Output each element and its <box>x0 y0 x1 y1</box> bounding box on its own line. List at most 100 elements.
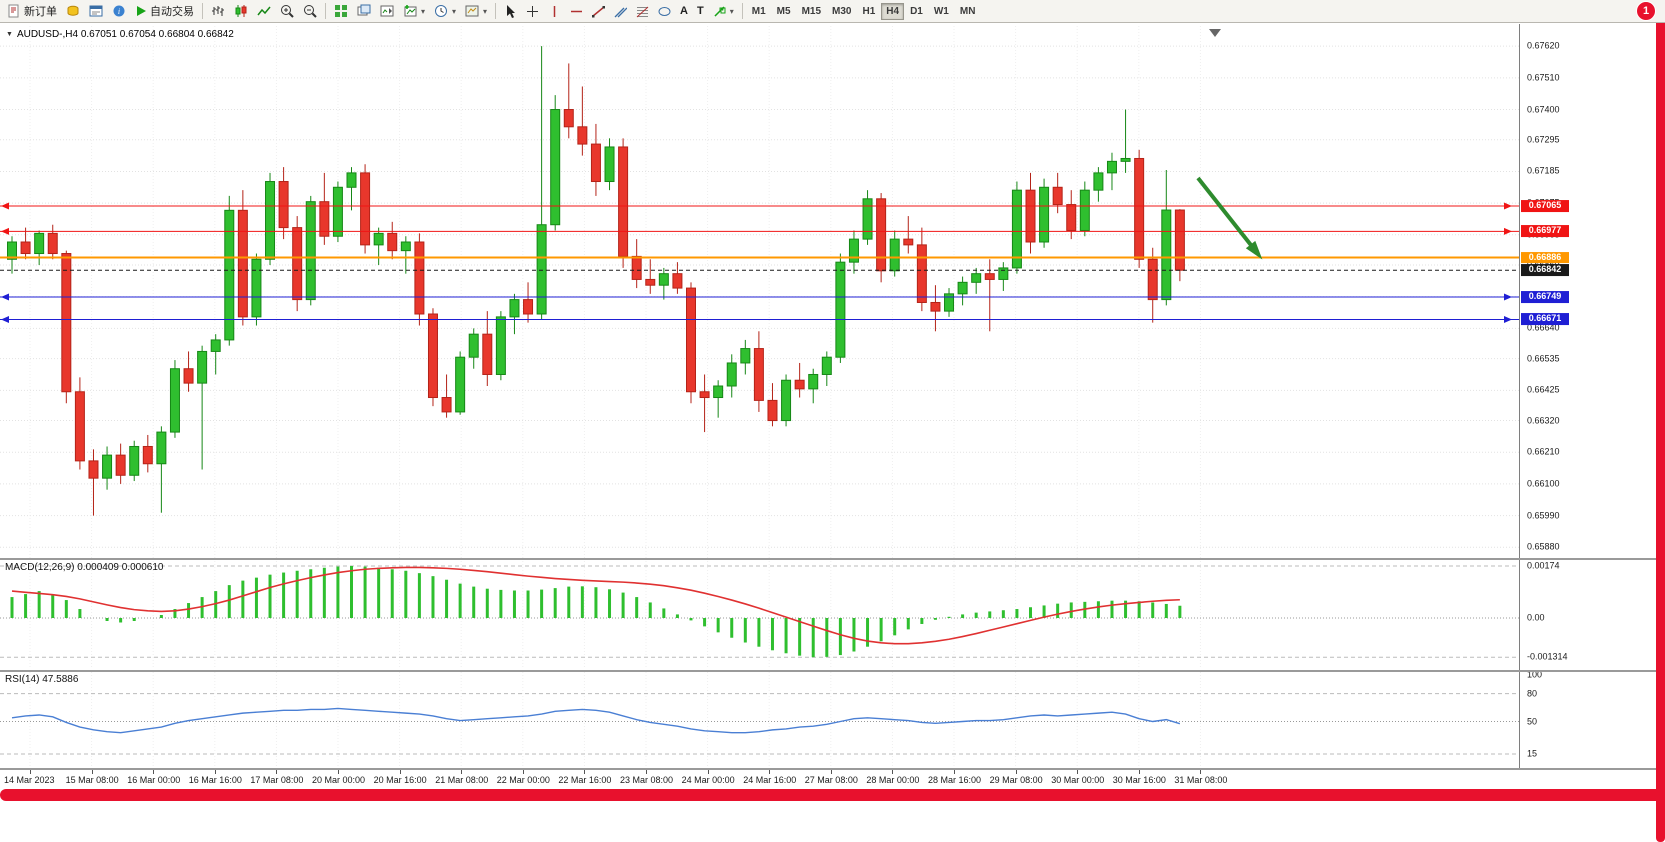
bar-chart-button[interactable] <box>207 1 229 22</box>
crosshair-tool-button[interactable] <box>522 1 543 22</box>
shapes-tool-button[interactable] <box>654 1 675 22</box>
zoom-in-button[interactable] <box>276 1 298 22</box>
price-axis-label: 0.67510 <box>1527 72 1560 83</box>
chart-title: ▼ AUDUSD-,H4 0.67051 0.67054 0.66804 0.6… <box>6 29 234 40</box>
price-axis-label: 0.67185 <box>1527 165 1560 176</box>
line-chart-button[interactable] <box>253 1 275 22</box>
navigator-button[interactable]: i <box>108 1 130 22</box>
main-chart-plot[interactable] <box>0 26 1519 558</box>
price-axis-label: 0.67400 <box>1527 104 1560 115</box>
time-axis-tick <box>892 770 894 774</box>
toolbar-separator <box>741 3 743 19</box>
price-axis[interactable]: 0.67620 0.67510 0.67400 0.67295 0.67185 0.670… <box>1519 24 1657 770</box>
arrow-object-icon <box>714 5 726 17</box>
vertical-line-icon <box>553 5 556 17</box>
toolbar-separator <box>202 3 203 19</box>
time-axis-tick <box>1138 770 1140 774</box>
time-axis-tick <box>153 770 155 774</box>
vertical-line-tool-button[interactable] <box>544 1 565 22</box>
zoom-out-button[interactable] <box>299 1 321 22</box>
price-axis-label: 0.67295 <box>1527 134 1560 145</box>
candlestick-chart-icon <box>235 5 247 17</box>
cursor-tool-button[interactable] <box>500 1 521 22</box>
time-axis-label: 28 Mar 16:00 <box>928 775 982 785</box>
time-axis-label: 24 Mar 00:00 <box>681 775 735 785</box>
autotrading-button[interactable]: 自动交易 <box>131 1 198 22</box>
macd-histogram <box>10 565 1182 658</box>
timeframe-button-m15[interactable]: M15 <box>801 5 822 17</box>
timeframe-button-h4[interactable]: H4 <box>881 2 905 20</box>
time-axis-tick <box>707 770 709 774</box>
text-label-tool-button[interactable]: T <box>693 1 708 22</box>
auto-arrange-icon <box>357 4 371 16</box>
panel-splitter[interactable] <box>0 670 1656 672</box>
new-chart-button[interactable]: ▾ <box>399 1 429 22</box>
candlestick-chart-button[interactable] <box>230 1 252 22</box>
time-axis-label: 29 Mar 08:00 <box>989 775 1043 785</box>
time-axis-tick <box>1015 770 1017 774</box>
zoom-out-icon <box>304 5 317 18</box>
macd-plot[interactable] <box>0 561 1519 669</box>
trendline-tool-button[interactable] <box>588 1 609 22</box>
horizontal-line-tool-button[interactable] <box>566 1 587 22</box>
channel-tool-button[interactable] <box>610 1 631 22</box>
main-toolbar: 新订单 i 自动交易 <box>0 0 1665 23</box>
price-level-box: 0.66671 <box>1521 313 1569 326</box>
time-axis-tick <box>276 770 278 774</box>
timeframe-button-d1[interactable]: D1 <box>910 5 923 17</box>
data-window-button[interactable] <box>85 1 107 22</box>
text-icon: A <box>680 4 688 17</box>
rsi-axis-label: 80 <box>1527 688 1538 699</box>
price-level-box: 0.66842 <box>1521 264 1569 277</box>
auto-arrange-button[interactable] <box>353 1 375 22</box>
rsi-line <box>11 707 1181 734</box>
macd-indicator-label: MACD(12,26,9) 0.000409 0.000610 <box>5 562 164 573</box>
timeframe-button-w1[interactable]: W1 <box>933 5 949 17</box>
time-axis-tick <box>584 770 586 774</box>
rsi-plot[interactable] <box>0 672 1519 768</box>
periods-button[interactable]: ▾ <box>430 1 460 22</box>
templates-button[interactable]: ▾ <box>461 1 491 22</box>
bar-chart-icon <box>212 6 224 16</box>
time-axis[interactable]: 14 Mar 2023 15 Mar 08:00 16 Mar 00:00 16 Ma… <box>0 770 1656 789</box>
cursor-icon <box>507 4 516 18</box>
line-chart-icon <box>257 6 271 16</box>
new-order-label: 新订单 <box>24 6 57 18</box>
time-axis-label: 20 Mar 00:00 <box>312 775 366 785</box>
time-axis-label: 22 Mar 16:00 <box>558 775 612 785</box>
market-watch-button[interactable] <box>62 1 84 22</box>
rsi-axis-label: 15 <box>1527 748 1538 759</box>
price-level-box: 0.66886 <box>1521 251 1569 264</box>
tile-windows-icon <box>335 5 347 17</box>
price-axis-label: 0.66100 <box>1527 478 1560 489</box>
timeframe-button-m5[interactable]: M5 <box>776 5 791 17</box>
text-tool-button[interactable]: A <box>676 1 692 22</box>
price-axis-label: 0.66640 <box>1527 322 1560 333</box>
timeframe-button-m1[interactable]: M1 <box>751 5 766 17</box>
timeframe-button-mn[interactable]: MN <box>959 5 976 17</box>
timeframe-button-h1[interactable]: H1 <box>862 5 876 17</box>
arrows-tool-button[interactable]: ▾ <box>709 1 738 22</box>
equidistant-channel-icon <box>614 7 628 17</box>
navigator-icon: i <box>113 5 125 17</box>
panel-splitter[interactable] <box>0 558 1656 560</box>
chart-shift-button[interactable] <box>376 1 398 22</box>
time-axis-label: 31 Mar 08:00 <box>1174 775 1228 785</box>
time-axis-tick <box>399 770 401 774</box>
time-axis-tick <box>1200 770 1202 774</box>
new-order-button[interactable]: 新订单 <box>3 1 61 22</box>
time-axis-label: 24 Mar 16:00 <box>743 775 797 785</box>
tile-windows-button[interactable] <box>330 1 352 22</box>
fibonacci-tool-button[interactable] <box>632 1 653 22</box>
clock-icon <box>435 5 448 17</box>
panel-splitter[interactable] <box>0 768 1656 770</box>
trendline-icon <box>592 5 606 17</box>
chart-shift-marker <box>1209 29 1221 37</box>
timeframe-button-m30[interactable]: M30 <box>832 5 852 17</box>
toolbar-separator <box>495 3 497 19</box>
price-level-box: 0.66977 <box>1521 225 1569 238</box>
new-chart-icon <box>404 5 417 17</box>
time-axis-label: 22 Mar 00:00 <box>496 775 550 785</box>
crosshair-icon <box>527 5 539 17</box>
chart-collapse-icon[interactable]: ▼ <box>6 31 13 38</box>
